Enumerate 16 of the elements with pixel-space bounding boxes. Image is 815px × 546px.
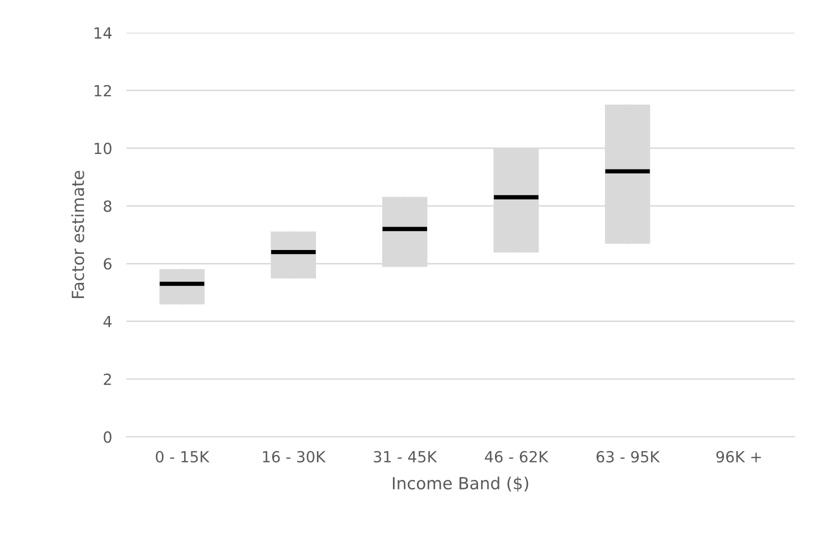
x-tick-label: 46 - 62K <box>484 450 549 463</box>
x-tick-label: 16 - 30K <box>263 450 326 463</box>
y-tick-label: 14 <box>94 27 112 39</box>
y-tick-label: 4 <box>103 316 112 328</box>
x-tick-label: 0 - 15K <box>156 450 210 463</box>
y-tick-label: 2 <box>104 374 111 385</box>
y-tick-label: 6 <box>104 258 112 270</box>
y-axis-title: Factor estimate <box>71 170 84 298</box>
x-axis-title: Income Band ($) <box>392 476 528 492</box>
x-tick-label: 63 - 95K <box>596 450 660 463</box>
y-tick-label: 12 <box>94 84 111 96</box>
y-tick-label: 0 <box>104 431 112 443</box>
y-tick-label: 8 <box>104 200 112 212</box>
x-tick-label: 31 - 45K <box>374 450 438 463</box>
y-tick-label: 10 <box>94 142 112 154</box>
x-tick-label: 96K + <box>716 450 761 463</box>
